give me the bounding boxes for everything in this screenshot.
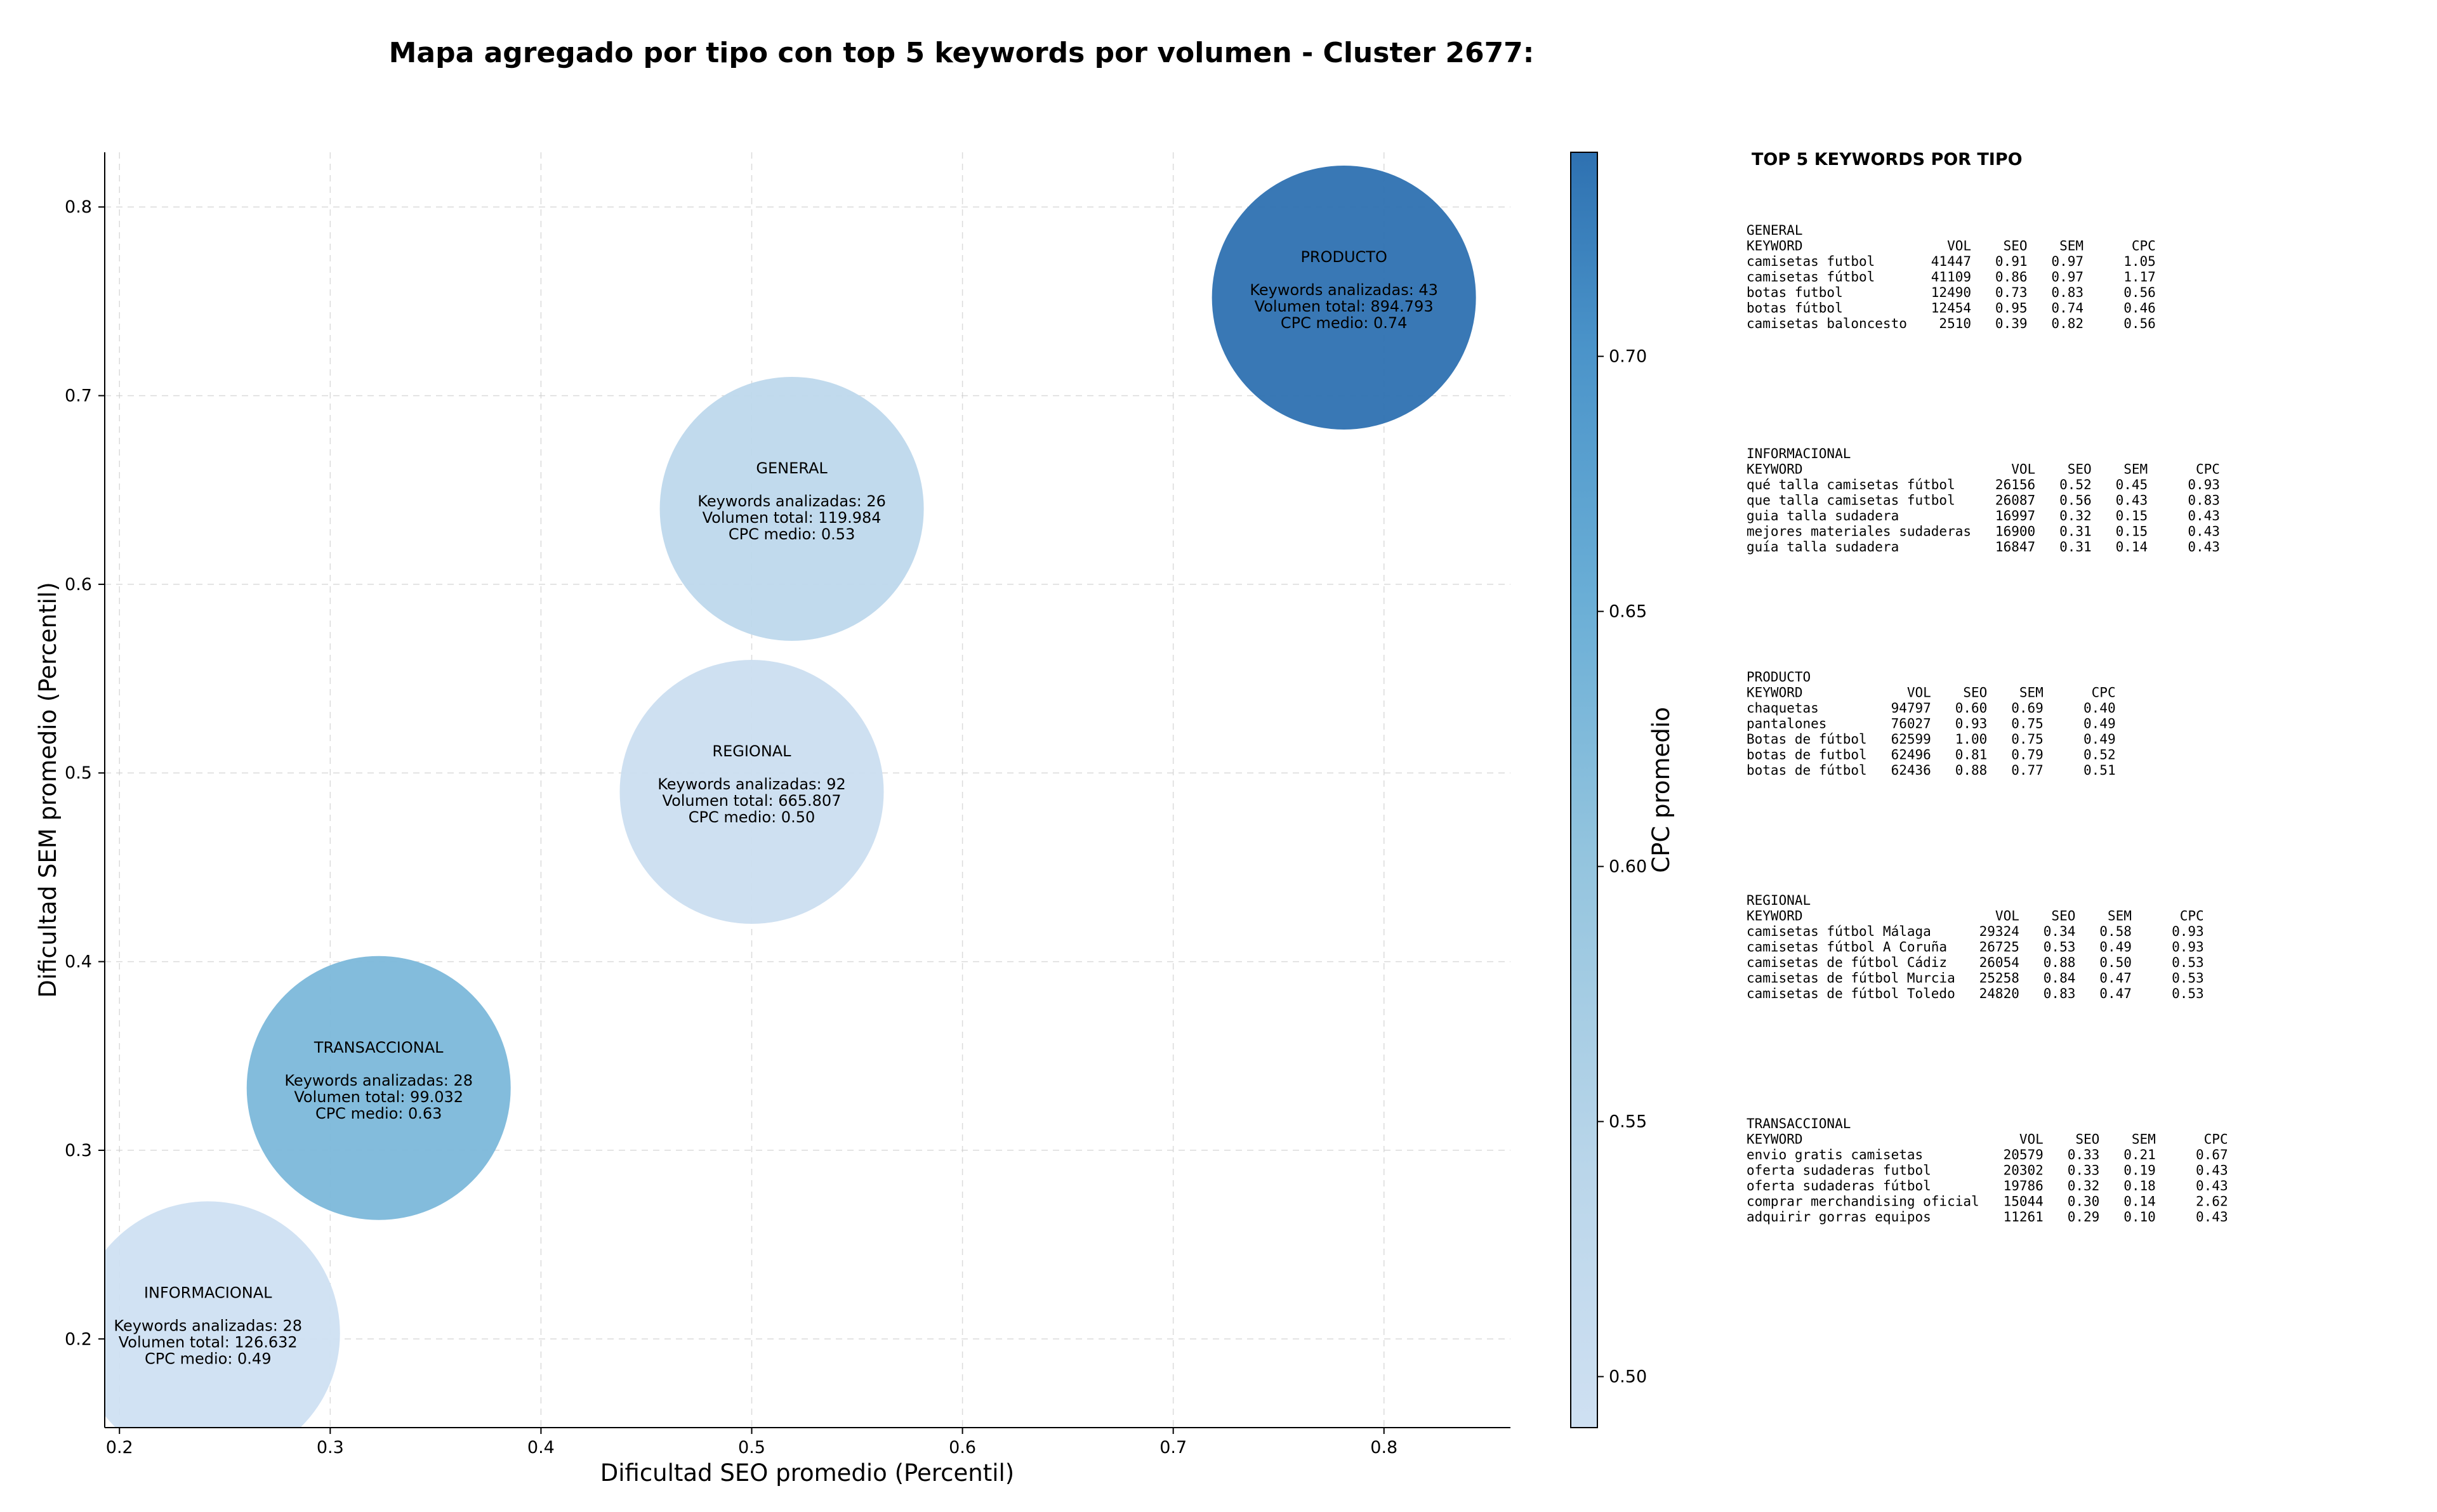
bubble-label: CPC medio: 0.50 — [689, 808, 816, 826]
y-tick-label: 0.8 — [65, 197, 92, 217]
panel-row: comprar merchandising oficial 15044 0.30… — [1747, 1194, 2228, 1209]
bubble-label: CPC medio: 0.53 — [729, 525, 855, 543]
panel-row: camisetas baloncesto 2510 0.39 0.82 0.56 — [1747, 316, 2156, 331]
panel-row: botas futbol 12490 0.73 0.83 0.56 — [1747, 285, 2156, 300]
bubble-general — [659, 376, 924, 641]
panel-title: TOP 5 KEYWORDS POR TIPO — [1752, 150, 2023, 169]
panel-row: oferta sudaderas fútbol 19786 0.32 0.18 … — [1747, 1178, 2228, 1193]
panel-row: adquirir gorras equipos 11261 0.29 0.10 … — [1747, 1209, 2228, 1225]
y-tick-label: 0.3 — [65, 1141, 92, 1160]
bubble-label: Volumen total: 665.807 — [663, 792, 842, 810]
panel-section-name: GENERAL — [1747, 223, 1803, 238]
panel-row: qué talla camisetas fútbol 26156 0.52 0.… — [1747, 477, 2220, 492]
bubble-label: Volumen total: 99.032 — [294, 1088, 463, 1106]
bubble-label: INFORMACIONAL — [144, 1284, 272, 1301]
bubble-label: PRODUCTO — [1300, 248, 1387, 266]
bubble-label: GENERAL — [756, 459, 828, 477]
x-axis-label: Dificultad SEO promedio (Percentil) — [600, 1459, 1014, 1487]
panel-row: guia talla sudadera 16997 0.32 0.15 0.43 — [1747, 508, 2220, 523]
panel-row: Botas de fútbol 62599 1.00 0.75 0.49 — [1747, 732, 2116, 747]
colorbar-tick-label: 0.70 — [1609, 347, 1647, 367]
bubble-label: Volumen total: 119.984 — [703, 509, 882, 527]
panel-row: mejores materiales sudaderas 16900 0.31 … — [1747, 524, 2220, 539]
x-tick-label: 0.2 — [106, 1438, 133, 1457]
bubble-label: Volumen total: 894.793 — [1255, 298, 1434, 315]
panel-row: pantalones 76027 0.93 0.75 0.49 — [1747, 716, 2116, 732]
bubble-label: Keywords analizadas: 43 — [1250, 281, 1438, 299]
x-tick-label: 0.3 — [317, 1438, 344, 1457]
panel-section-header: KEYWORD VOL SEO SEM CPC — [1747, 462, 2220, 477]
bubble-regional — [619, 659, 884, 924]
bubble-label: CPC medio: 0.49 — [145, 1350, 272, 1367]
panel-section-name: TRANSACCIONAL — [1747, 1116, 1851, 1131]
bubble-label: Keywords analizadas: 92 — [657, 775, 846, 793]
bubble-label: Keywords analizadas: 28 — [114, 1317, 302, 1334]
bubble-label: CPC medio: 0.63 — [315, 1105, 442, 1122]
grid — [105, 152, 1510, 1428]
x-tick-label: 0.6 — [949, 1438, 976, 1457]
panel-row: camisetas de fútbol Cádiz 26054 0.88 0.5… — [1747, 955, 2204, 970]
panel-row: oferta sudaderas futbol 20302 0.33 0.19 … — [1747, 1163, 2228, 1178]
panel-row: camisetas de fútbol Murcia 25258 0.84 0.… — [1747, 971, 2204, 986]
x-tick-label: 0.4 — [527, 1438, 555, 1457]
y-tick-label: 0.7 — [65, 386, 92, 406]
panel-row: chaquetas 94797 0.60 0.69 0.40 — [1747, 700, 2116, 716]
colorbar-tick-label: 0.60 — [1609, 857, 1647, 877]
y-tick-label: 0.2 — [65, 1329, 92, 1349]
bubble-label: Volumen total: 126.632 — [119, 1333, 298, 1351]
y-tick-label: 0.4 — [65, 952, 92, 972]
chart-title: Mapa agregado por tipo con top 5 keyword… — [389, 37, 1535, 69]
panel-row: guía talla sudadera 16847 0.31 0.14 0.43 — [1747, 539, 2220, 555]
panel-row: camisetas fútbol Málaga 29324 0.34 0.58 … — [1747, 924, 2204, 939]
x-tick-label: 0.5 — [738, 1438, 765, 1457]
x-tick-label: 0.7 — [1159, 1438, 1187, 1457]
panel-section-header: KEYWORD VOL SEO SEM CPC — [1747, 1132, 2228, 1147]
colorbar-ticks: 0.50 0.55 0.60 0.65 0.70 — [1597, 347, 1647, 1387]
colorbar-label: CPC promedio — [1648, 707, 1675, 872]
bubble-label: TRANSACCIONAL — [314, 1039, 444, 1056]
y-axis-label: Dificultad SEM promedio (Percentil) — [34, 582, 62, 997]
colorbar-tick-label: 0.55 — [1609, 1112, 1647, 1132]
panel-row: botas fútbol 12454 0.95 0.74 0.46 — [1747, 301, 2156, 316]
bubble-producto — [1212, 165, 1476, 430]
bubble-transaccional — [246, 956, 511, 1220]
panel-section-name: REGIONAL — [1747, 893, 1811, 908]
bubble-label: Keywords analizadas: 26 — [697, 492, 886, 510]
panel-section-name: INFORMACIONAL — [1747, 446, 1851, 461]
panel-section-header: KEYWORD VOL SEO SEM CPC — [1747, 685, 2116, 700]
colorbar — [1570, 152, 1598, 1428]
panel-row: que talla camisetas futbol 26087 0.56 0.… — [1747, 493, 2220, 508]
x-tick-label: 0.8 — [1370, 1438, 1397, 1457]
bubble-informacional — [105, 1201, 340, 1428]
bubble-label: Keywords analizadas: 28 — [284, 1072, 473, 1089]
panel-section-name: PRODUCTO — [1747, 669, 1811, 685]
panel-row: camisetas fútbol A Coruña 26725 0.53 0.4… — [1747, 940, 2204, 955]
panel-section-header: KEYWORD VOL SEO SEM CPC — [1747, 909, 2204, 924]
colorbar-tick-label: 0.50 — [1609, 1367, 1647, 1387]
axis-ticks: 0.2 0.3 0.4 0.5 0.6 0.7 0.8 0.2 0.3 0.4 0.5 0.6 0.7 0… — [65, 197, 1397, 1457]
panel-section-header: KEYWORD VOL SEO SEM CPC — [1747, 239, 2156, 254]
y-tick-label: 0.5 — [65, 763, 92, 783]
panel-row: envio gratis camisetas 20579 0.33 0.21 0… — [1747, 1147, 2228, 1162]
panel-row: camisetas de fútbol Toledo 24820 0.83 0.… — [1747, 986, 2204, 1001]
panel-row: camisetas futbol 41447 0.91 0.97 1.05 — [1747, 254, 2156, 269]
panel-row: camisetas fútbol 41109 0.86 0.97 1.17 — [1747, 270, 2156, 285]
bubbles — [105, 165, 1476, 1428]
colorbar-tick-label: 0.65 — [1609, 602, 1647, 622]
bubble-label: REGIONAL — [712, 742, 791, 760]
panel-row: botas de fútbol 62436 0.88 0.77 0.51 — [1747, 763, 2116, 778]
bubble-label: CPC medio: 0.74 — [1281, 314, 1408, 332]
panel-row: botas de futbol 62496 0.81 0.79 0.52 — [1747, 747, 2116, 763]
y-tick-label: 0.6 — [65, 575, 92, 595]
